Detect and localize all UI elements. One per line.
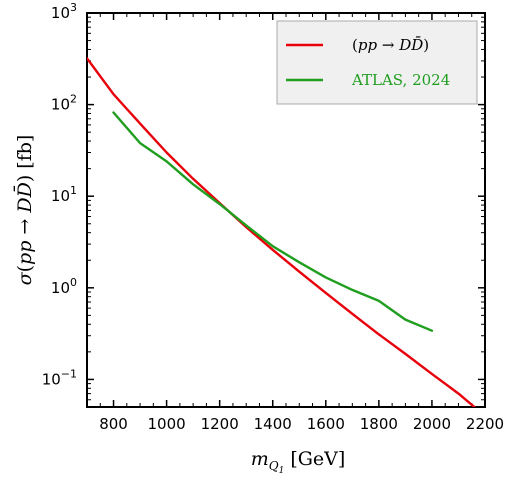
legend: (pp → DD̄) ATLAS, 2024: [276, 20, 478, 105]
y-tick-label: 10−1: [42, 367, 77, 388]
x-tick-label: 1800: [360, 415, 398, 433]
legend-label-theory: (pp → DD̄): [352, 36, 429, 54]
x-tick-label: 800: [99, 415, 128, 433]
x-axis-label: mQ1 [GeV]: [251, 448, 346, 476]
y-tick-label: 100: [51, 276, 77, 297]
legend-box: [276, 20, 478, 105]
series-line-atlas: [112, 111, 434, 332]
y-axis-label: σ(pp → DD̄) [fb]: [13, 135, 36, 286]
y-tick-label: 102: [51, 93, 77, 114]
series-lines: [87, 57, 476, 407]
legend-label-atlas: ATLAS, 2024: [351, 71, 450, 89]
x-tick-label: 1400: [254, 415, 292, 433]
tick-marks: [87, 12, 486, 407]
x-tick-labels: 800 1000 1200 1400 1600 1800 2000 2200: [99, 415, 504, 433]
series-line-theory: [87, 57, 476, 407]
y-tick-label: 101: [51, 184, 77, 205]
x-tick-label: 2000: [413, 415, 451, 433]
x-tick-label: 1200: [201, 415, 239, 433]
x-tick-label: 1600: [307, 415, 345, 433]
y-tick-label: 103: [51, 1, 77, 22]
y-tick-labels: 10−1 100 101 102 103: [42, 1, 77, 388]
x-tick-label: 1000: [148, 415, 186, 433]
x-tick-label: 2200: [466, 415, 504, 433]
